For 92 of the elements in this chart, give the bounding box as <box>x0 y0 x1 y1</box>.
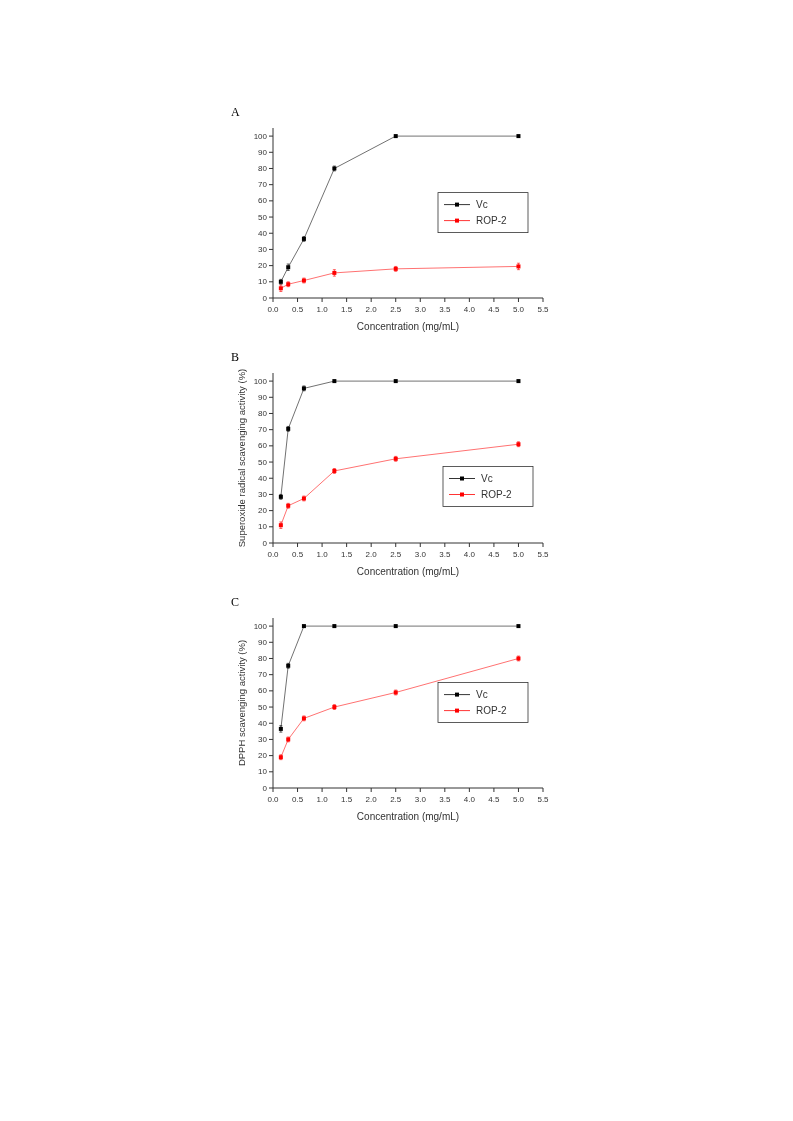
x-tick-label: 2.5 <box>390 795 402 804</box>
x-axis-title: Concentration (mg/mL) <box>356 566 460 577</box>
y-tick-label: 50 <box>258 212 268 222</box>
point <box>332 379 337 384</box>
x-tick-label: 1.0 <box>316 550 329 559</box>
y-tick-label: 30 <box>258 734 268 744</box>
point <box>301 624 306 629</box>
y-tick-label: 80 <box>258 409 268 419</box>
chart-title: A <box>231 105 240 119</box>
x-tick-label: 4.0 <box>463 305 476 314</box>
y-tick-label: 90 <box>258 392 268 402</box>
y-tick-label: 100 <box>253 621 268 631</box>
x-tick-label: 5.0 <box>512 305 525 314</box>
point <box>516 134 521 139</box>
y-tick-label: 80 <box>258 654 268 664</box>
x-tick-label: 2.0 <box>365 305 378 314</box>
y-tick-label: 50 <box>258 457 268 467</box>
legend-label: Vc <box>476 689 488 701</box>
x-tick-label: 4.5 <box>488 550 501 559</box>
legend-label: ROP-2 <box>481 489 512 500</box>
y-tick-label: 100 <box>253 376 268 386</box>
x-tick-label: 5.5 <box>537 305 550 314</box>
x-tick-label: 1.0 <box>316 795 329 804</box>
y-tick-label: 60 <box>258 196 268 206</box>
x-axis-title: Concentration (mg/mL) <box>356 321 460 332</box>
y-tick-label: 70 <box>258 180 268 190</box>
y-tick-label: 0 <box>262 293 268 303</box>
y-tick-label: 70 <box>258 670 268 680</box>
y-tick-label: 0 <box>262 783 268 793</box>
y-tick-label: 90 <box>258 147 268 157</box>
x-tick-label: 0.0 <box>267 550 280 559</box>
x-tick-label: 0.0 <box>267 795 280 804</box>
y-tick-label: 10 <box>258 522 268 532</box>
y-axis-title: DPPH scavenging activity (%) <box>236 639 247 767</box>
x-tick-label: 0.0 <box>267 305 280 314</box>
x-tick-label: 3.0 <box>414 550 427 559</box>
y-tick-label: 100 <box>253 131 268 141</box>
chart-title: C <box>231 595 240 609</box>
x-tick-label: 2.0 <box>365 795 378 804</box>
x-tick-label: 5.0 <box>512 795 525 804</box>
y-tick-label: 40 <box>258 718 268 728</box>
x-tick-label: 1.5 <box>341 305 353 314</box>
x-tick-label: 2.0 <box>365 550 378 559</box>
y-tick-label: 90 <box>258 637 268 647</box>
y-tick-label: 50 <box>258 702 268 712</box>
x-tick-label: 3.0 <box>414 305 427 314</box>
y-tick-label: 40 <box>258 473 268 483</box>
point <box>516 379 521 384</box>
x-axis-title: Concentration (mg/mL) <box>356 811 460 822</box>
y-tick-label: 0 <box>262 538 268 548</box>
y-tick-label: 80 <box>258 164 268 174</box>
y-tick-label: 20 <box>258 261 268 271</box>
y-tick-label: 20 <box>258 751 268 761</box>
x-tick-label: 3.5 <box>439 305 451 314</box>
x-tick-label: 5.5 <box>537 795 550 804</box>
point <box>393 379 398 384</box>
y-tick-label: 70 <box>258 425 268 435</box>
x-tick-label: 1.5 <box>341 550 353 559</box>
y-axis-title: Superoxide radical scavenging activity (%) <box>236 368 247 548</box>
x-tick-label: 5.5 <box>537 550 550 559</box>
x-tick-label: 4.5 <box>488 795 501 804</box>
point <box>393 134 398 139</box>
chart-title: B <box>231 350 240 364</box>
x-tick-label: 4.5 <box>488 305 501 314</box>
legend-label: Vc <box>481 473 493 484</box>
x-tick-label: 0.5 <box>291 795 304 804</box>
y-tick-label: 60 <box>258 686 268 696</box>
y-tick-label: 30 <box>258 244 268 254</box>
x-tick-label: 3.5 <box>439 550 451 559</box>
y-tick-label: 10 <box>258 277 268 287</box>
x-tick-label: 1.5 <box>341 795 353 804</box>
y-tick-label: 40 <box>258 228 268 238</box>
y-tick-label: 30 <box>258 489 268 499</box>
x-tick-label: 2.5 <box>390 305 402 314</box>
y-tick-label: 60 <box>258 441 268 451</box>
y-tick-label: 10 <box>258 767 268 777</box>
x-tick-label: 3.5 <box>439 795 451 804</box>
legend-label: Vc <box>476 199 488 211</box>
legend-label: ROP-2 <box>476 705 507 717</box>
x-tick-label: 4.0 <box>463 795 476 804</box>
x-tick-label: 1.0 <box>316 305 329 314</box>
point <box>516 624 521 629</box>
point <box>332 624 337 629</box>
x-tick-label: 0.5 <box>291 305 304 314</box>
x-tick-label: 4.0 <box>463 550 476 559</box>
x-tick-label: 3.0 <box>414 795 427 804</box>
x-tick-label: 2.5 <box>390 550 402 559</box>
legend-label: ROP-2 <box>476 215 507 227</box>
x-tick-label: 5.0 <box>512 550 525 559</box>
x-tick-label: 0.5 <box>291 550 304 559</box>
y-tick-label: 20 <box>258 506 268 516</box>
point <box>393 624 398 629</box>
